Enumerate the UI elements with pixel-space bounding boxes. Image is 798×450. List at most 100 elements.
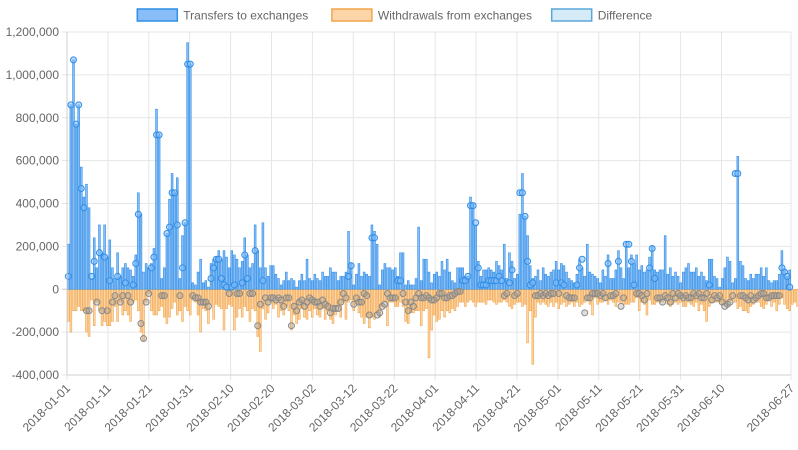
transfer-bar	[160, 278, 163, 290]
withdrawal-bar	[173, 288, 176, 303]
transfer-bar	[238, 267, 241, 290]
axis-layer: 1,200,000 1,000,000 800,000 600,000 400,000 2…	[6, 25, 798, 435]
transfer-bar	[272, 265, 275, 290]
transfer-bar	[767, 280, 771, 290]
transfer-bar	[139, 213, 143, 290]
data-point	[376, 309, 384, 317]
data-point	[254, 322, 262, 330]
transfer-bar	[298, 280, 301, 290]
data-point	[243, 275, 251, 283]
transfer-bar	[523, 216, 527, 290]
transfer-bar	[772, 280, 776, 290]
transfer-bar	[453, 282, 457, 290]
transfer-bar	[518, 213, 522, 290]
data-point	[604, 260, 612, 268]
transfer-bar	[643, 271, 646, 290]
data-point	[498, 277, 506, 285]
transfer-bar	[549, 271, 553, 290]
data-point	[150, 253, 158, 261]
legend-label[interactable]: Difference	[598, 9, 653, 23]
data-point	[365, 311, 373, 319]
data-point	[114, 272, 122, 280]
transfer-bar	[606, 254, 610, 290]
transfer-bar	[617, 250, 620, 290]
withdrawal-bar	[212, 288, 215, 320]
withdrawal-bar	[108, 288, 112, 326]
transfer-bar	[474, 224, 477, 290]
transfer-bar	[720, 278, 724, 290]
transfer-bar	[419, 280, 423, 290]
transfer-bar	[246, 254, 249, 290]
legend-label[interactable]: Withdrawals from exchanges	[378, 9, 532, 23]
transfer-bar	[287, 280, 291, 290]
transfer-bar	[196, 271, 200, 290]
transfer-bar	[266, 276, 270, 290]
transfer-bar	[90, 278, 93, 290]
transfer-bar	[212, 258, 215, 290]
transfer-bar	[357, 263, 361, 290]
withdrawal-bar	[477, 288, 480, 303]
data-point	[404, 307, 412, 315]
withdrawal-bar	[157, 288, 161, 311]
withdrawal-bar	[531, 288, 535, 365]
transfer-bar	[178, 278, 182, 290]
transfer-bar	[409, 284, 413, 290]
legend-label[interactable]: Transfers to exchanges	[183, 9, 308, 23]
transfer-bar	[637, 269, 641, 290]
data-point	[705, 281, 713, 289]
data-point	[64, 272, 72, 280]
data-point	[181, 219, 189, 227]
data-point	[176, 292, 184, 300]
data-point	[550, 290, 558, 298]
withdrawal-bar	[490, 288, 493, 301]
withdrawal-bar	[793, 288, 797, 303]
data-point	[630, 281, 638, 289]
withdrawal-bar	[103, 288, 106, 322]
transfers-points	[64, 56, 794, 343]
transfer-bar	[399, 252, 402, 290]
transfer-bar	[414, 278, 418, 290]
data-point	[570, 294, 578, 302]
transfer-bar	[445, 258, 449, 290]
transfer-bar	[404, 284, 407, 290]
transfer-bar	[72, 59, 75, 290]
data-point	[207, 275, 215, 283]
data-point	[129, 281, 137, 289]
transfer-bar	[733, 278, 737, 290]
data-point	[119, 292, 127, 300]
transfer-bar	[736, 156, 740, 290]
transfer-bar	[105, 256, 109, 290]
transfer-bar	[754, 273, 758, 290]
y-tick-label: 200,000	[16, 239, 60, 253]
withdrawal-bar	[93, 288, 96, 326]
withdrawal-bar	[785, 288, 789, 309]
withdrawal-bar	[155, 288, 158, 316]
transfer-bar	[365, 273, 368, 290]
data-point	[627, 257, 635, 265]
withdrawal-bar	[464, 288, 467, 307]
transfer-bar	[168, 198, 171, 290]
transfer-bar	[759, 267, 763, 290]
data-point	[145, 290, 153, 298]
transfer-bar	[82, 196, 86, 290]
transfer-bar	[718, 286, 721, 290]
data-point	[256, 300, 264, 308]
transfer-bar	[124, 263, 127, 290]
transfer-bar	[521, 173, 524, 290]
transfer-bar	[570, 280, 573, 290]
withdrawal-bar	[137, 288, 140, 311]
transfer-bar	[515, 273, 519, 290]
transfer-bar	[536, 269, 540, 290]
data-point	[106, 277, 114, 285]
data-point	[75, 101, 83, 109]
withdrawal-bar	[72, 288, 75, 311]
data-point	[238, 279, 246, 287]
transfer-bar	[183, 222, 187, 290]
transfer-bar	[285, 271, 288, 290]
transfer-bar	[253, 224, 257, 290]
transfer-bar	[144, 263, 148, 290]
transfer-bar	[599, 282, 602, 290]
withdrawal-bar	[209, 288, 213, 305]
transfer-bar	[622, 278, 625, 290]
